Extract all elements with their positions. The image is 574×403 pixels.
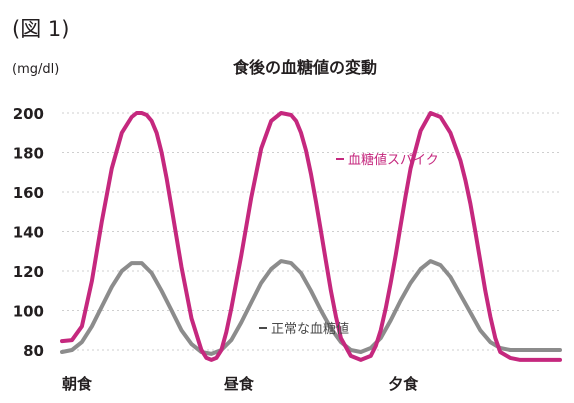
y-tick-label: 120 (13, 263, 44, 281)
y-tick-labels: 80 100 120 140 160 180 200 (13, 105, 44, 360)
x-meal-label: 夕食 (388, 375, 419, 393)
series-annotation-label: 正常な血糖値 (271, 321, 349, 337)
series-line (60, 111, 562, 362)
y-tick-label: 80 (23, 342, 44, 360)
chart-title: 食後の血糖値の変動 (232, 58, 377, 77)
y-tick-label: 180 (13, 145, 44, 163)
gridlines (62, 112, 560, 351)
y-tick-label: 100 (13, 303, 44, 321)
x-meal-label: 朝食 (62, 375, 93, 393)
figure-label: (図 1) (12, 17, 69, 41)
x-meal-label: 昼食 (224, 375, 255, 393)
series-annotation-label: 血糖値スパイク (348, 152, 439, 168)
meal-labels: 朝食 昼食 夕食 (62, 375, 419, 393)
y-axis-unit-label: (mg/dl) (12, 62, 59, 77)
y-tick-label: 160 (13, 184, 44, 202)
series-lines (60, 111, 562, 362)
series-line (60, 259, 562, 356)
y-tick-label: 200 (13, 105, 44, 123)
y-tick-label: 140 (13, 224, 44, 242)
